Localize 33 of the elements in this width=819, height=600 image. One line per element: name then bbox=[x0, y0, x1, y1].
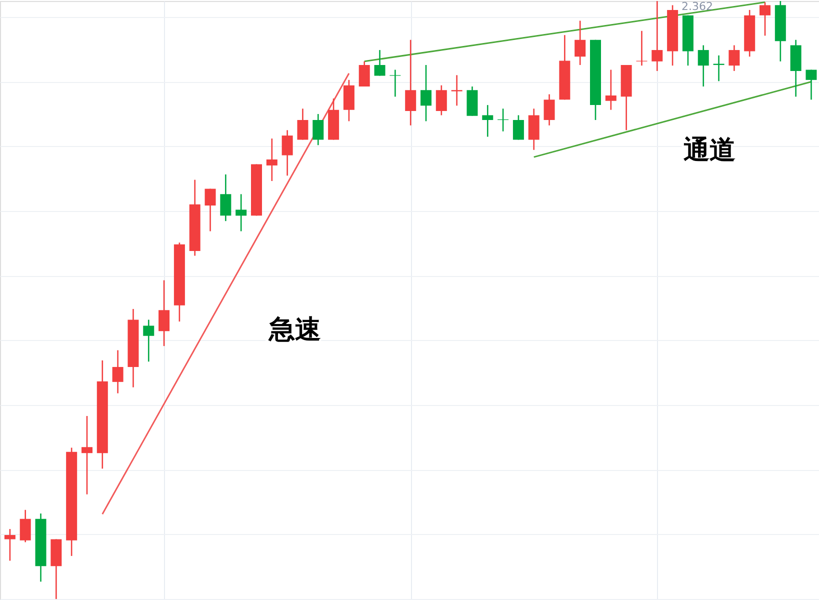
candlestick bbox=[512, 114, 524, 140]
candlestick bbox=[20, 509, 31, 543]
candlestick bbox=[204, 188, 216, 232]
candlestick bbox=[420, 64, 432, 122]
candlestick bbox=[451, 74, 462, 106]
candlestick bbox=[143, 319, 154, 362]
candlestick bbox=[698, 44, 709, 88]
candlestick bbox=[652, 0, 663, 72]
candlestick bbox=[282, 130, 293, 176]
candlestick bbox=[236, 194, 247, 232]
candlestick bbox=[112, 350, 124, 394]
candlestick bbox=[312, 113, 324, 146]
annotation: 通道 bbox=[684, 136, 736, 166]
candlestick bbox=[220, 174, 232, 222]
candlestick bbox=[544, 94, 555, 126]
candlestick bbox=[4, 528, 16, 562]
candlestick bbox=[81, 415, 92, 495]
candlestick bbox=[297, 108, 308, 140]
candlestick bbox=[358, 60, 370, 88]
candlestick bbox=[605, 69, 616, 110]
candlestick bbox=[374, 49, 386, 76]
annotation: 急速 bbox=[268, 314, 322, 345]
candlestick bbox=[728, 44, 740, 72]
candlestick bbox=[266, 138, 278, 182]
annotation: 2.362 bbox=[681, 0, 713, 13]
candlestick bbox=[760, 2, 771, 36]
candlestick bbox=[405, 39, 416, 126]
candlestick bbox=[158, 280, 170, 347]
candlestick bbox=[390, 69, 401, 98]
candlestick bbox=[436, 84, 447, 116]
candlestick bbox=[806, 69, 817, 100]
candlestick bbox=[574, 20, 586, 66]
candlestick bbox=[482, 104, 494, 138]
